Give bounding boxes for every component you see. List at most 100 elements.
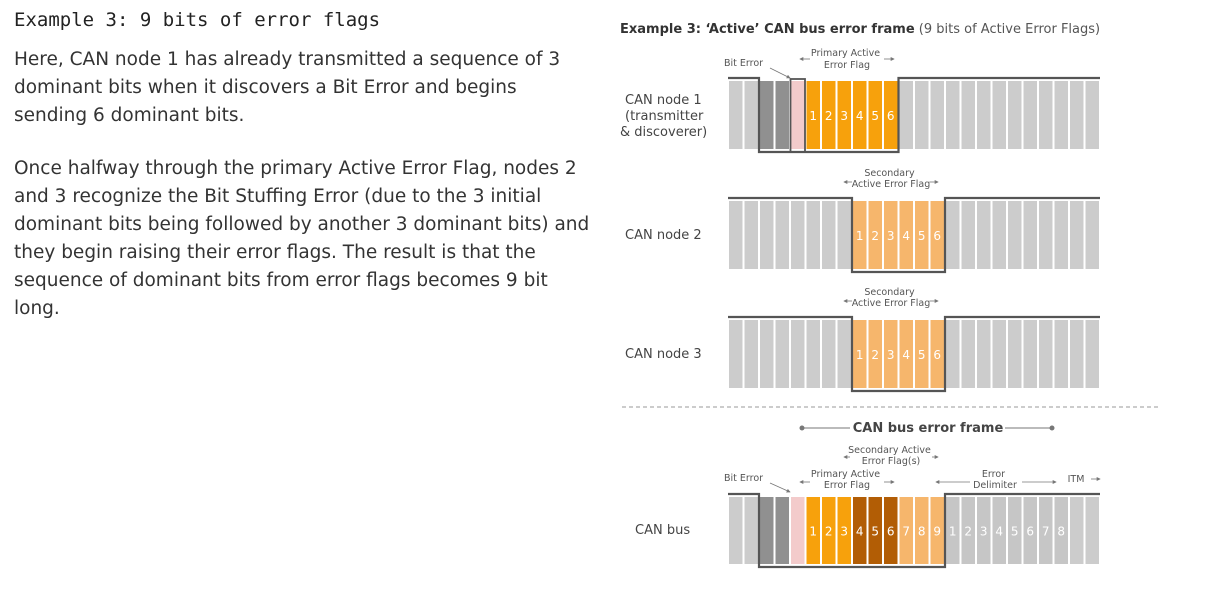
node1-bit-16 [961, 81, 975, 149]
bus-bit-10 [868, 497, 882, 564]
node3-bit-10 [868, 320, 882, 388]
node2-bit-2 [744, 201, 758, 269]
bus-bit-digit: 1 [949, 525, 957, 539]
frame-span-dot-right [1049, 425, 1055, 431]
can-error-frame-diagram: Example 3: ‘Active’ CAN bus error frame … [620, 22, 1158, 569]
node1-bit-error-arrow [769, 67, 791, 79]
node2-bit-12 [899, 201, 913, 269]
bus-delimiter-label: Error Delimiter [973, 469, 1017, 491]
node3-bit-20 [1023, 320, 1037, 388]
bus-bit-digit: 4 [856, 525, 864, 539]
node2-bit-20 [1023, 201, 1037, 269]
node3-bit-9 [853, 320, 867, 388]
bus-bit-digit: 5 [871, 525, 879, 539]
node2-bit-digit: 1 [856, 229, 864, 243]
node2-flag-label: Secondary Active Error Flag [852, 168, 931, 190]
node3-bit-23 [1070, 320, 1084, 388]
node1-bit-1 [729, 81, 743, 149]
diagram-title: Example 3: ‘Active’ CAN bus error frame … [620, 22, 1100, 37]
bus-bit-21 [1039, 497, 1053, 564]
bus-bit-6 [806, 497, 820, 564]
node2-bit-14 [930, 201, 944, 269]
node1-bit-15 [946, 81, 960, 149]
node2-bit-18 [992, 201, 1006, 269]
diagram-title-rest: (9 bits of Active Error Flags) [915, 22, 1100, 37]
node1-bit-10 [868, 81, 882, 149]
node3-bit-digit: 2 [871, 348, 879, 362]
node2-bit-17 [977, 201, 991, 269]
node3-bit-14 [930, 320, 944, 388]
node1-bit-4 [775, 81, 789, 149]
node2-bit-8 [837, 201, 851, 269]
node1-bit-2 [744, 81, 758, 149]
node1-bit-8 [837, 81, 851, 149]
node3-bit-digit: 3 [887, 348, 895, 362]
node2-bit-4 [775, 201, 789, 269]
bus-bit-9 [853, 497, 867, 564]
node3-bit-3 [760, 320, 774, 388]
node2-bit-digit: 2 [871, 229, 879, 243]
node1-bit-error-label: Bit Error [724, 58, 763, 69]
node3-bit-digit: 5 [918, 348, 926, 362]
node2-bit-22 [1054, 201, 1068, 269]
bus-bit-digit: 5 [1011, 525, 1019, 539]
bus-bit-digit: 7 [902, 525, 910, 539]
node3-bit-2 [744, 320, 758, 388]
node3-bit-digit: 1 [856, 348, 864, 362]
bus-bit-2 [744, 497, 758, 564]
node2-bit-1 [729, 201, 743, 269]
node2-bit-6 [806, 201, 820, 269]
node1-bit-13 [915, 81, 929, 149]
node3-bit-8 [837, 320, 851, 388]
bus-bit-11 [884, 497, 898, 564]
node1-bit-14 [930, 81, 944, 149]
bus-bit-digit: 2 [964, 525, 972, 539]
node2-bit-9 [853, 201, 867, 269]
node1-row: CAN node 1 (transmitter & discoverer) Bi… [620, 48, 1100, 154]
node1-bit-12 [899, 81, 913, 149]
node3-bit-15 [946, 320, 960, 388]
node3-bit-digit: 4 [902, 348, 910, 362]
node1-bit-digit: 4 [856, 109, 864, 123]
node1-bit-digit: 1 [809, 109, 817, 123]
node3-bit-19 [1008, 320, 1022, 388]
node2-bit-digit: 3 [887, 229, 895, 243]
bus-bit-15 [946, 497, 960, 564]
bus-bit-13 [915, 497, 929, 564]
bus-bit-4 [775, 497, 789, 564]
bus-bit-22 [1054, 497, 1068, 564]
bus-signal-line [728, 492, 1100, 569]
bus-bit-24 [1085, 497, 1099, 564]
node3-bit-digit: 6 [933, 348, 941, 362]
bus-bit-3 [760, 497, 774, 564]
bus-bit-8 [837, 497, 851, 564]
node1-bit-digit: 5 [871, 109, 879, 123]
node1-signal-line [728, 76, 1100, 154]
node1-bit-22 [1054, 81, 1068, 149]
node1-bit-20 [1023, 81, 1037, 149]
bus-bit-18 [992, 497, 1006, 564]
node2-row: CAN node 2 Secondary Active Error Flag 1… [625, 168, 1100, 274]
node1-bit-3 [760, 81, 774, 149]
bus-bit-19 [1008, 497, 1022, 564]
node1-bit-5 [791, 81, 805, 149]
node1-bit-digit: 2 [825, 109, 833, 123]
node2-bit-digit: 5 [918, 229, 926, 243]
intro-paragraph: Here, CAN node 1 has already transmitted… [14, 49, 561, 126]
node3-bit-7 [822, 320, 836, 388]
bus-secondary-label: Secondary Active Error Flag(s) [848, 445, 934, 467]
bus-bit-14 [930, 497, 944, 564]
node3-bit-16 [961, 320, 975, 388]
node1-bit-19 [1008, 81, 1022, 149]
bus-bit-7 [822, 497, 836, 564]
node1-bit-24 [1085, 81, 1099, 149]
bus-bit-12 [899, 497, 913, 564]
node1-bit-21 [1039, 81, 1053, 149]
bus-bit-error-label: Bit Error [724, 473, 763, 484]
frame-span-dot-left [799, 425, 805, 431]
explanation-paragraph: Once halfway through the primary Active … [14, 158, 590, 319]
node3-bit-13 [915, 320, 929, 388]
node3-bit-21 [1039, 320, 1053, 388]
node2-bit-19 [1008, 201, 1022, 269]
node1-bit-23 [1070, 81, 1084, 149]
